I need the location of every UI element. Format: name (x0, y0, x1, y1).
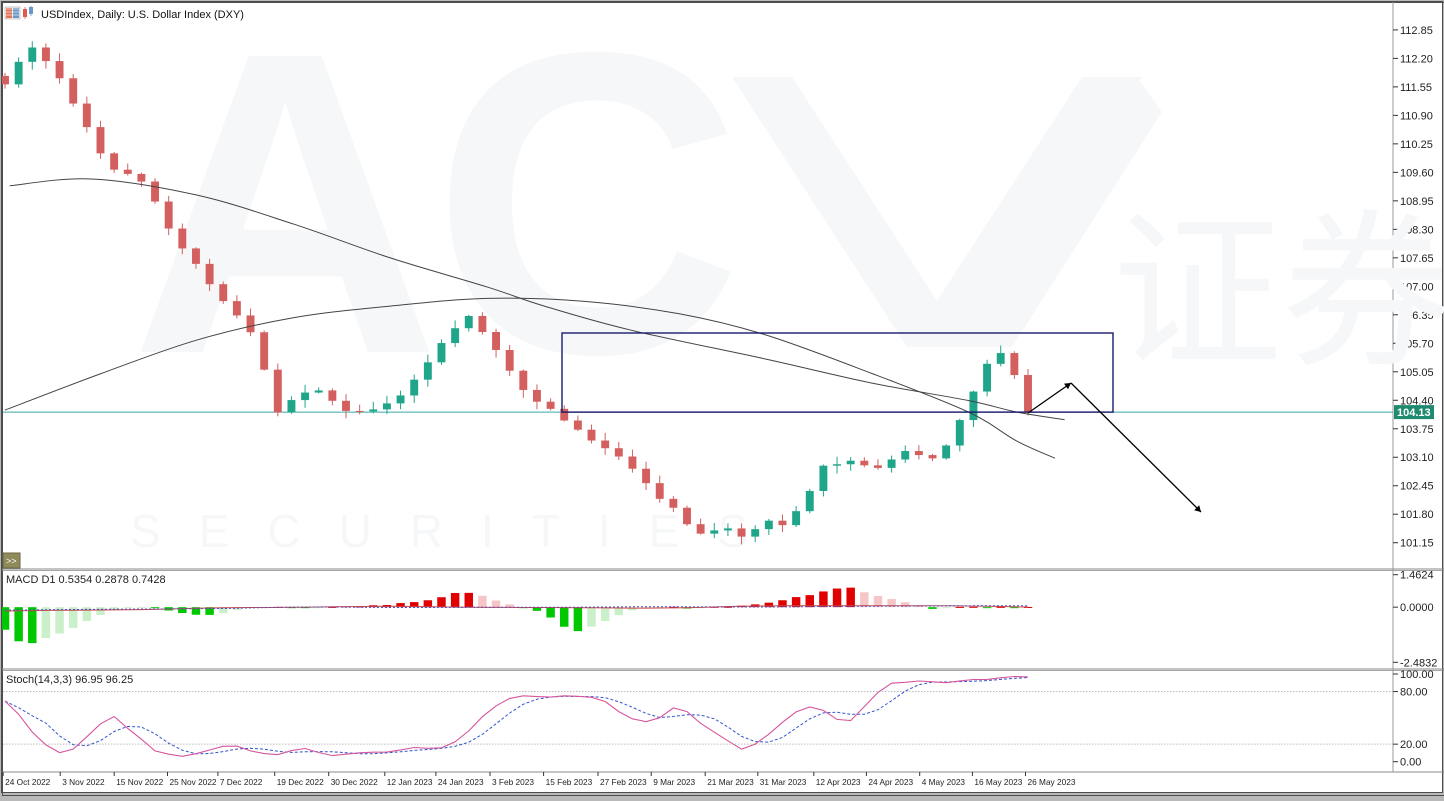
svg-text:112.20: 112.20 (1400, 53, 1433, 65)
svg-text:110.90: 110.90 (1400, 110, 1433, 122)
svg-text:101.15: 101.15 (1400, 538, 1434, 550)
svg-text:1.4624: 1.4624 (1400, 570, 1434, 582)
svg-text:103.10: 103.10 (1400, 452, 1434, 464)
svg-text:112.85: 112.85 (1400, 25, 1433, 37)
svg-text:15 Feb 2023: 15 Feb 2023 (546, 777, 593, 787)
svg-text:109.60: 109.60 (1400, 167, 1434, 179)
svg-text:27 Feb 2023: 27 Feb 2023 (600, 777, 647, 787)
svg-text:9 Mar 2023: 9 Mar 2023 (653, 777, 695, 787)
svg-text:101.80: 101.80 (1400, 509, 1434, 521)
svg-text:12 Jan 2023: 12 Jan 2023 (387, 777, 433, 787)
svg-text:3 Feb 2023: 3 Feb 2023 (492, 777, 534, 787)
svg-text:A: A (130, 2, 441, 444)
svg-text:3 Nov 2022: 3 Nov 2022 (62, 777, 105, 787)
svg-text:20.00: 20.00 (1400, 739, 1428, 751)
svg-text:12 Apr 2023: 12 Apr 2023 (816, 777, 861, 787)
svg-text:-2.4832: -2.4832 (1400, 657, 1437, 669)
svg-text:102.45: 102.45 (1400, 481, 1434, 493)
svg-text:26 May 2023: 26 May 2023 (1028, 777, 1076, 787)
svg-text:15 Nov 2022: 15 Nov 2022 (116, 777, 163, 787)
svg-text:104.13: 104.13 (1397, 407, 1431, 419)
svg-text:80.00: 80.00 (1400, 687, 1428, 699)
svg-text:100.00: 100.00 (1400, 669, 1434, 681)
svg-text:21 Mar 2023: 21 Mar 2023 (707, 777, 754, 787)
svg-text:110.25: 110.25 (1400, 139, 1433, 151)
svg-text:7 Dec 2022: 7 Dec 2022 (220, 777, 263, 787)
svg-text:24 Oct 2022: 24 Oct 2022 (5, 777, 51, 787)
svg-text:0.0000: 0.0000 (1400, 602, 1434, 614)
svg-text:>>: >> (6, 556, 17, 566)
svg-text:R: R (1090, 126, 1104, 148)
svg-text:111.55: 111.55 (1400, 82, 1432, 94)
svg-text:MACD D1 0.5354 0.2878 0.7428: MACD D1 0.5354 0.2878 0.7428 (6, 574, 166, 586)
svg-text:24 Jan 2023: 24 Jan 2023 (438, 777, 484, 787)
svg-text:103.75: 103.75 (1400, 424, 1434, 436)
svg-text:Stoch(14,3,3) 96.95 96.25: Stoch(14,3,3) 96.95 96.25 (6, 674, 133, 686)
svg-text:25 Nov 2022: 25 Nov 2022 (170, 777, 217, 787)
svg-text:证券: 证券 (1112, 199, 1444, 389)
svg-text:USDIndex, Daily: U.S. Dollar: USDIndex, Daily: U.S. Dollar Index (DXY) (41, 9, 244, 21)
svg-text:0.00: 0.00 (1400, 757, 1421, 769)
svg-text:30 Dec 2022: 30 Dec 2022 (331, 777, 378, 787)
svg-text:16 May 2023: 16 May 2023 (974, 777, 1022, 787)
svg-text:19 Dec 2022: 19 Dec 2022 (277, 777, 324, 787)
svg-text:24 Apr 2023: 24 Apr 2023 (868, 777, 913, 787)
svg-text:4 May 2023: 4 May 2023 (922, 777, 966, 787)
svg-text:31 Mar 2023: 31 Mar 2023 (760, 777, 807, 787)
svg-text:C: C (432, 2, 743, 444)
